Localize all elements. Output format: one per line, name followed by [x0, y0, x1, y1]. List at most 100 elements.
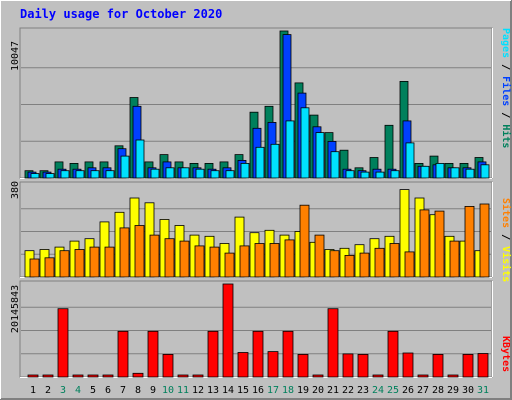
- pages-bar: [405, 142, 415, 179]
- pages-bar: [375, 171, 385, 179]
- x-tick-label: 7: [120, 385, 126, 396]
- panel1-max-label: 10047: [10, 41, 21, 71]
- pages-bar: [105, 170, 115, 179]
- kbytes-bar: [312, 374, 324, 378]
- legend-part: Files: [500, 76, 512, 106]
- kbytes-bar: [102, 374, 114, 378]
- x-tick-label: 4: [75, 385, 81, 396]
- kbytes-bar: [207, 330, 219, 378]
- x-tick-label: 13: [207, 385, 219, 396]
- x-tick-label: 18: [282, 385, 294, 396]
- chart-bars: [21, 30, 491, 378]
- kbytes-bar: [282, 330, 294, 378]
- kbytes-bar: [162, 353, 174, 378]
- sites-bar: [59, 250, 70, 278]
- x-tick-label: 5: [90, 385, 96, 396]
- kbytes-bar: [237, 352, 249, 378]
- pages-bar: [315, 132, 325, 179]
- sites-bar: [299, 204, 310, 278]
- pages-bar: [45, 173, 55, 179]
- x-tick-label: 12: [192, 385, 204, 396]
- sites-bar: [374, 247, 385, 278]
- x-tick-label: 23: [357, 385, 369, 396]
- pages-bar: [450, 167, 460, 179]
- x-tick-label: 16: [252, 385, 264, 396]
- x-tick-label: 25: [387, 385, 399, 396]
- kbytes-bar: [192, 374, 204, 378]
- pages-bar: [135, 139, 145, 179]
- legend-part: /: [500, 106, 511, 124]
- kbytes-bar: [72, 374, 84, 378]
- x-tick-label: 27: [417, 385, 429, 396]
- sites-bar: [119, 227, 130, 278]
- x-tick-label: 19: [297, 385, 309, 396]
- legend-part: Visits: [500, 246, 512, 282]
- panel3-max-label: 20145843: [10, 285, 21, 333]
- kbytes-bar: [147, 330, 159, 378]
- pages-bar: [210, 170, 220, 179]
- sites-bar: [29, 258, 40, 278]
- kbytes-bar: [387, 330, 399, 378]
- sites-bar: [464, 205, 475, 278]
- x-tick-label: 17: [267, 385, 279, 396]
- sites-bar: [179, 240, 190, 278]
- sites-bar: [284, 239, 295, 278]
- legend-part: Hits: [500, 124, 512, 148]
- x-tick-label: 30: [462, 385, 474, 396]
- pages-bar: [75, 170, 85, 179]
- x-tick-label: 11: [177, 385, 189, 396]
- sites-bar: [134, 225, 145, 278]
- sites-bar: [74, 249, 85, 278]
- pages-bar: [435, 162, 445, 179]
- kbytes-bar: [252, 330, 264, 378]
- kbytes-bar: [222, 283, 234, 378]
- pages-bar: [60, 170, 70, 179]
- pages-bar: [30, 173, 40, 179]
- sites-bar: [389, 243, 400, 278]
- sites-bar: [89, 246, 100, 278]
- sites-bar: [419, 209, 430, 278]
- sites-bar: [404, 251, 415, 278]
- kbytes-bar: [267, 351, 279, 378]
- x-tick-label: 9: [150, 385, 156, 396]
- x-tick-label: 1: [30, 385, 36, 396]
- sites-bar: [224, 252, 235, 278]
- sites-bar: [359, 252, 370, 278]
- x-tick-label: 10: [162, 385, 174, 396]
- kbytes-bar: [42, 374, 54, 378]
- x-tick-label: 6: [105, 385, 111, 396]
- x-tick-label: 29: [447, 385, 459, 396]
- pages-bar: [120, 155, 130, 179]
- panel3-legend: KBytes: [500, 336, 511, 372]
- sites-bar: [164, 238, 175, 278]
- sites-bar: [44, 257, 55, 278]
- legend-part: Pages: [500, 28, 511, 58]
- x-tick-label: 26: [402, 385, 414, 396]
- kbytes-bar: [432, 353, 444, 378]
- pages-bar: [255, 146, 265, 179]
- kbytes-bar: [327, 308, 339, 378]
- kbytes-bar: [402, 352, 414, 378]
- chart-title: Daily usage for October 2020: [20, 7, 222, 21]
- kbytes-bar: [87, 374, 99, 378]
- legend-part: KBytes: [500, 336, 511, 372]
- kbytes-bar: [177, 374, 189, 378]
- pages-bar: [345, 170, 355, 179]
- kbytes-bar: [27, 374, 39, 378]
- legend-part: /: [500, 228, 511, 246]
- sites-bar: [314, 234, 325, 278]
- sites-bar: [239, 245, 250, 278]
- pages-bar: [465, 168, 475, 179]
- x-axis-labels: 1 2 3 4 5 6 7 8 9 10 11 12 13 14 15 16 17 18 19 20 21 22 23 24 2…: [30, 385, 489, 396]
- x-tick-label: 31: [477, 385, 489, 396]
- kbytes-bar: [417, 374, 429, 378]
- x-tick-label: 14: [222, 385, 234, 396]
- sites-bar: [269, 243, 280, 278]
- pages-bar: [240, 162, 250, 179]
- pages-bar: [480, 164, 490, 179]
- sites-bar: [254, 243, 265, 278]
- pages-bar: [420, 165, 430, 179]
- sites-bar: [434, 210, 445, 278]
- kbytes-bar: [357, 353, 369, 378]
